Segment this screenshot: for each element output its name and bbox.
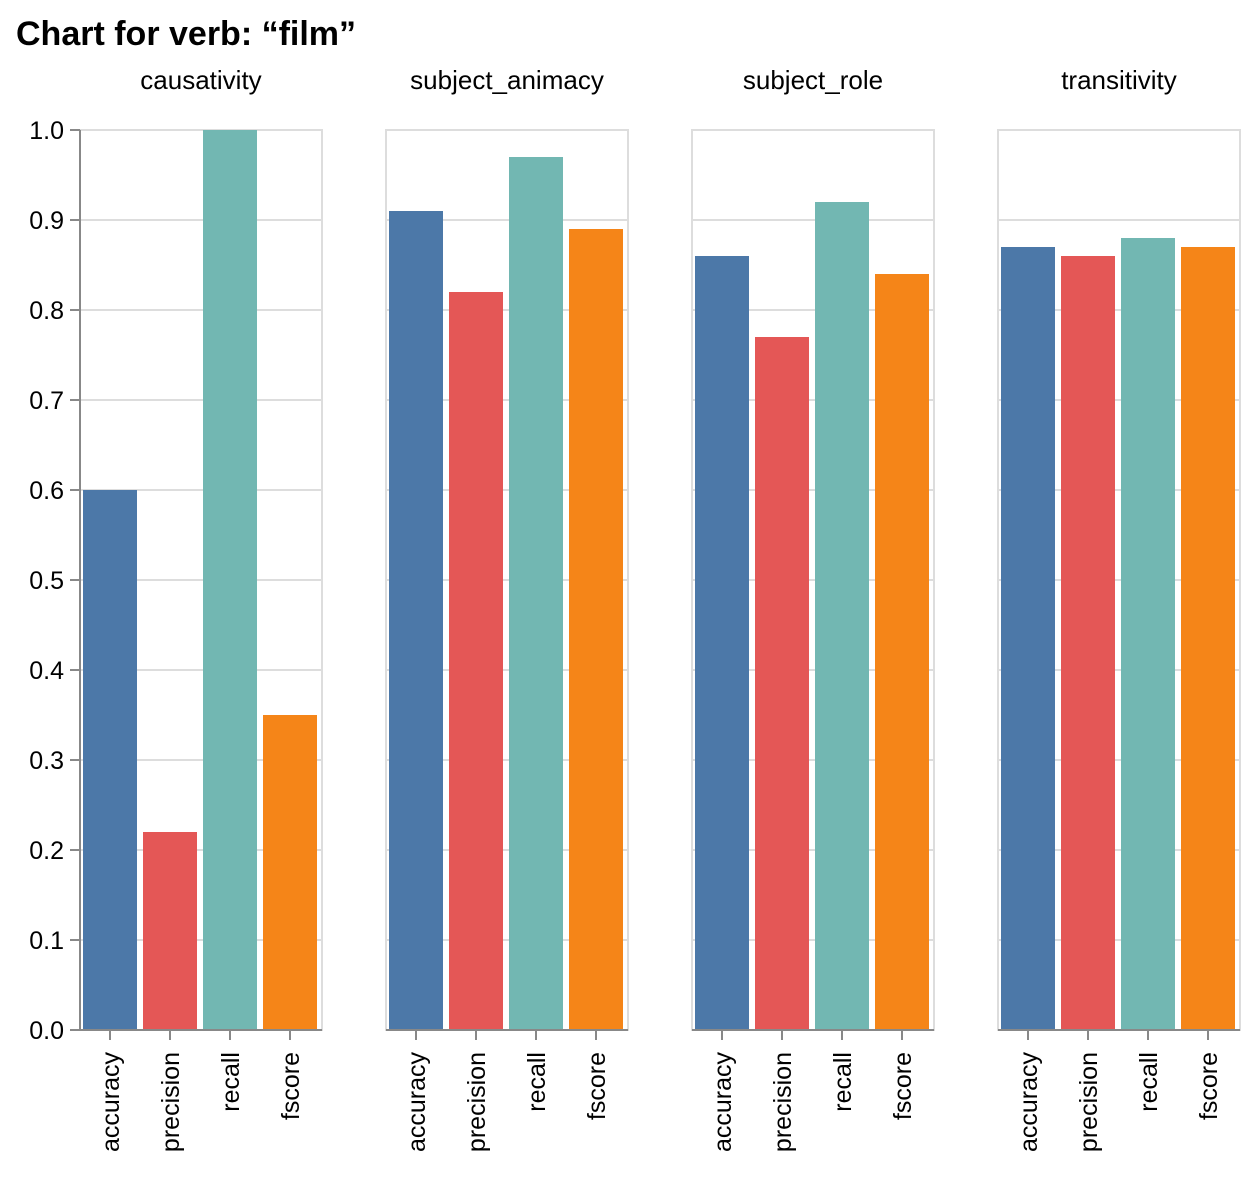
y-tick-label: 0.0	[29, 1017, 64, 1045]
bar-recall	[509, 157, 563, 1030]
x-tick-label: accuracy	[97, 1052, 125, 1153]
facet-title: transitivity	[1061, 65, 1177, 95]
y-tick-label: 1.0	[29, 117, 64, 145]
facet-causativity: causativity accuracy precision recall fscore…	[29, 65, 323, 1153]
facets: causativity accuracy precision recall fscore…	[29, 65, 1241, 1153]
y-tick-label: 0.1	[29, 927, 64, 955]
x-tick-label: recall	[217, 1052, 245, 1112]
bar-accuracy	[389, 211, 443, 1030]
chart-title: Chart for verb: “film”	[16, 15, 356, 53]
facet-subject_role: subject_role accuracy precision recall fscor…	[691, 65, 935, 1153]
bar-accuracy	[83, 490, 137, 1030]
x-tick-label: precision	[769, 1052, 797, 1152]
bar-accuracy	[695, 256, 749, 1030]
y-tick-label: 0.5	[29, 567, 64, 595]
y-tick-label: 0.2	[29, 837, 64, 865]
x-tick-label: precision	[157, 1052, 185, 1152]
bar-fscore	[1181, 247, 1235, 1030]
bar-accuracy	[1001, 247, 1055, 1030]
bar-fscore	[263, 715, 317, 1030]
y-tick-label: 0.9	[29, 207, 64, 235]
facet-title: subject_animacy	[410, 65, 604, 95]
bar-precision	[143, 832, 197, 1030]
y-tick-label: 0.6	[29, 477, 64, 505]
facet-title: causativity	[140, 65, 261, 95]
x-tick-label: fscore	[1195, 1052, 1223, 1120]
x-tick-label: recall	[523, 1052, 551, 1112]
x-tick-label: fscore	[583, 1052, 611, 1120]
x-tick-label: accuracy	[403, 1052, 431, 1153]
bar-precision	[755, 337, 809, 1030]
facet-title: subject_role	[743, 65, 883, 95]
x-tick-label: fscore	[889, 1052, 917, 1120]
bar-fscore	[569, 229, 623, 1030]
x-tick-label: fscore	[277, 1052, 305, 1120]
bar-fscore	[875, 274, 929, 1030]
bar-recall	[1121, 238, 1175, 1030]
x-tick-label: accuracy	[1015, 1052, 1043, 1153]
y-tick-label: 0.3	[29, 747, 64, 775]
x-tick-label: recall	[829, 1052, 857, 1112]
y-tick-label: 0.7	[29, 387, 64, 415]
bar-precision	[1061, 256, 1115, 1030]
facet-subject_animacy: subject_animacy accuracy precision recall fs…	[385, 65, 629, 1153]
bar-recall	[815, 202, 869, 1030]
bar-recall	[203, 130, 257, 1030]
x-tick-label: precision	[463, 1052, 491, 1152]
facet-transitivity: transitivity accuracy precision recall fscor…	[997, 65, 1241, 1153]
y-tick-label: 0.4	[29, 657, 64, 685]
x-tick-label: recall	[1135, 1052, 1163, 1112]
x-tick-label: accuracy	[709, 1052, 737, 1153]
y-tick-label: 0.8	[29, 297, 64, 325]
x-tick-label: precision	[1075, 1052, 1103, 1152]
bar-precision	[449, 292, 503, 1030]
